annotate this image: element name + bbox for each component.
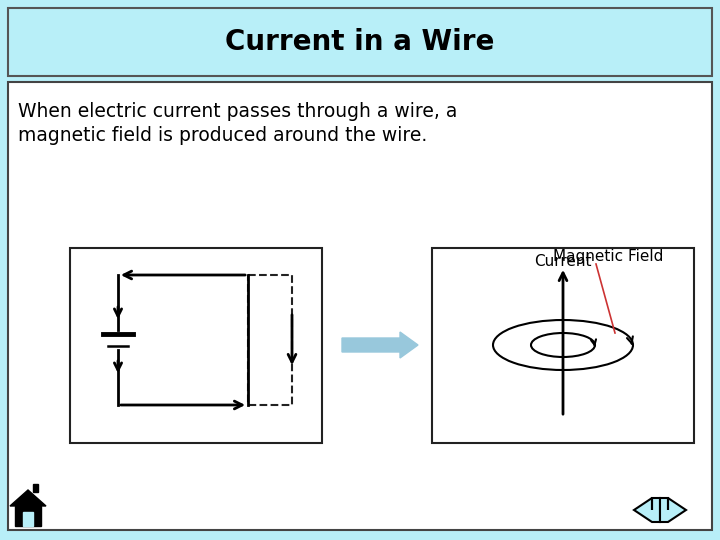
- Bar: [8, 82, 712, 530]
- Text: Current: Current: [534, 254, 592, 269]
- Bar: [33, 484, 38, 492]
- Text: When electric current passes through a wire, a: When electric current passes through a w…: [18, 102, 457, 121]
- Text: Magnetic Field: Magnetic Field: [553, 248, 663, 264]
- Text: magnetic field is produced around the wire.: magnetic field is produced around the wi…: [18, 126, 427, 145]
- Polygon shape: [10, 490, 46, 506]
- Bar: [432, 248, 694, 443]
- Polygon shape: [660, 498, 686, 522]
- Bar: [248, 275, 292, 405]
- Bar: [23, 512, 33, 526]
- Bar: [15, 506, 41, 526]
- Bar: [8, 8, 712, 76]
- FancyArrow shape: [342, 332, 418, 358]
- Bar: [70, 248, 322, 443]
- Text: Current in a Wire: Current in a Wire: [225, 28, 495, 56]
- Polygon shape: [634, 498, 660, 522]
